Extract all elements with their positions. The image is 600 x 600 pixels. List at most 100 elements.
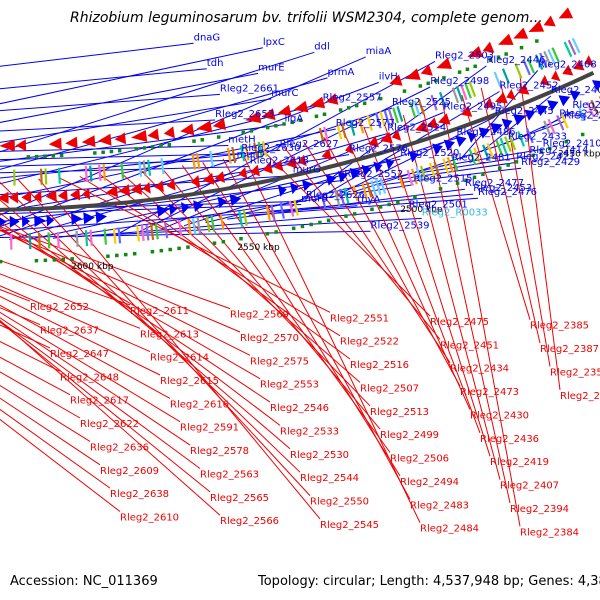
gene-label[interactable]: Rleg2_2516 <box>350 360 409 371</box>
gene-label[interactable]: ddl <box>314 41 329 52</box>
gene-label[interactable]: Rleg2_2575 <box>250 356 309 367</box>
gene-label[interactable]: ilvH <box>379 71 398 82</box>
gene-label[interactable]: Rleg2_2524 <box>387 123 446 134</box>
gene-label[interactable]: Rleg2_2546 <box>270 403 329 414</box>
gene-label[interactable]: Rleg2_2483 <box>410 500 469 511</box>
gene-label[interactable]: Rleg2_2533 <box>280 426 339 437</box>
gene-label[interactable]: Rleg2_2636 <box>90 442 149 453</box>
gene-label[interactable]: Rleg2_2352 <box>550 367 600 378</box>
gene-label[interactable]: Rleg2_2402 <box>551 85 600 96</box>
gene-label[interactable]: Rleg2_2515 <box>414 174 473 185</box>
gene-label[interactable]: Rleg2_2576 <box>349 144 408 155</box>
gene-label[interactable]: Rleg2_2451 <box>440 340 499 351</box>
gene-label[interactable]: Rleg2_2394 <box>510 504 569 515</box>
gene-label[interactable]: Rleg2_2353 <box>560 391 600 402</box>
gene-label[interactable]: murB <box>301 194 328 205</box>
gene-label[interactable]: Rleg2_2495 <box>443 102 502 113</box>
gene-label[interactable]: Rleg2_2630 <box>241 143 300 154</box>
gene-label[interactable]: Rleg2_2616 <box>170 399 229 410</box>
gene-label[interactable]: Rleg2_R0033 <box>422 207 488 218</box>
gene-label[interactable]: lpxC <box>263 37 285 48</box>
gene-label[interactable]: Rleg2_2501 <box>409 199 468 210</box>
gene-label[interactable]: miaA <box>366 46 392 57</box>
gene-label[interactable]: murD <box>237 149 265 160</box>
gene-label[interactable]: Rleg2_2452 <box>500 81 559 92</box>
gene-label[interactable]: Rleg2_2433 <box>508 132 567 143</box>
gene-label[interactable]: Rleg2_2407 <box>500 481 559 492</box>
gene-label[interactable]: dnaG <box>194 32 221 43</box>
gene-label[interactable]: Rleg2_2661 <box>220 83 279 94</box>
gene-label[interactable]: Rleg2_2613 <box>140 329 199 340</box>
gene-label[interactable]: Rleg2_2430 <box>470 411 529 422</box>
gene-label[interactable]: Rleg2_2566 <box>220 516 279 527</box>
gene-label[interactable]: Rleg2_2507 <box>360 383 419 394</box>
gene-label[interactable]: Rleg2_2637 <box>40 326 99 337</box>
gene-label[interactable]: Rleg2_2557 <box>323 93 382 104</box>
gene-label[interactable]: Rleg2_2387 <box>540 344 599 355</box>
gene-label[interactable]: Rleg2_2565 <box>210 493 269 504</box>
gene-label[interactable]: Rleg2_2609 <box>100 466 159 477</box>
gene-label[interactable]: Rleg2_2389 <box>572 100 600 111</box>
gene-label[interactable]: Rleg2_2569 <box>230 310 289 321</box>
gene-label[interactable]: Rleg2_2477 <box>465 178 524 189</box>
gene-label[interactable]: Rleg2_2476 <box>478 187 537 198</box>
gene-label[interactable]: Rleg2_2552 <box>344 169 403 180</box>
gene-label[interactable]: Rleg2_2610 <box>120 513 179 524</box>
gene-label[interactable]: Rleg2_2551 <box>330 313 389 324</box>
gene-label[interactable]: Rleg2_2414 <box>529 145 588 156</box>
gene-label[interactable]: Rleg2_2544 <box>300 473 359 484</box>
gene-label[interactable]: Rleg2_2506 <box>390 454 449 465</box>
gene-label[interactable]: murC <box>271 88 298 99</box>
gene-label[interactable]: Rleg2_2473 <box>460 387 519 398</box>
gene-label[interactable]: Rleg2_2499 <box>380 430 439 441</box>
gene-label[interactable]: Rleg2_2434 <box>450 364 509 375</box>
gene-label[interactable]: Rleg2_2445 <box>495 106 554 117</box>
gene-label[interactable]: Rleg2_2653 <box>215 109 274 120</box>
gene-label[interactable]: Rleg2_2475 <box>430 317 489 328</box>
gene-label[interactable]: Rleg2_2618 <box>250 156 309 167</box>
gene-label[interactable]: Rleg2_2453 <box>473 183 532 194</box>
gene-label[interactable]: Rleg2_2622 <box>80 419 139 430</box>
gene-label[interactable]: Rleg2_2553 <box>260 380 319 391</box>
gene-label[interactable]: Rleg2_2591 <box>180 423 239 434</box>
gene-label[interactable]: Rleg2_2390 <box>559 108 600 119</box>
gene-label[interactable]: Rleg2_2617 <box>70 396 129 407</box>
gene-label[interactable]: Rleg2_2577 <box>336 118 395 129</box>
gene-label[interactable]: metH <box>228 135 255 146</box>
gene-label[interactable]: Rleg2_2408 <box>538 60 597 71</box>
gene-label[interactable]: Rleg2_2429 <box>521 157 580 168</box>
gene-label[interactable]: thyA <box>357 195 380 206</box>
gene-label[interactable]: Rleg2_2530 <box>290 450 349 461</box>
gene-label[interactable]: Rleg2_2384 <box>520 527 579 538</box>
gene-label[interactable]: Rleg2_2396 <box>564 111 600 122</box>
gene-label[interactable]: ligA <box>285 114 304 125</box>
gene-label[interactable]: Rleg2_2550 <box>310 497 369 508</box>
gene-label[interactable]: Rleg2_2647 <box>50 349 109 360</box>
gene-label[interactable]: Rleg2_2652 <box>30 302 89 313</box>
gene-label[interactable]: Rleg2_2481 <box>452 153 511 164</box>
gene-label[interactable]: Rleg2_2627 <box>280 139 339 150</box>
gene-label[interactable]: Rleg2_2614 <box>150 353 209 364</box>
gene-label[interactable]: Rleg2_2436 <box>480 434 539 445</box>
gene-label[interactable]: murG <box>293 165 321 176</box>
gene-label[interactable]: Rleg2_2503 <box>435 50 494 61</box>
gene-label[interactable]: Rleg2_2648 <box>60 372 119 383</box>
gene-label[interactable]: Rleg2_2539 <box>371 220 430 231</box>
gene-label[interactable]: Rleg2_2522 <box>340 337 399 348</box>
gene-label[interactable]: Rleg2_2421 <box>516 151 575 162</box>
gene-label[interactable]: Rleg2_2520 <box>400 148 459 159</box>
gene-label[interactable]: Rleg2_2525 <box>392 97 451 108</box>
gene-label[interactable]: Rleg2_2419 <box>490 457 549 468</box>
gene-label[interactable]: Rleg2_2615 <box>160 376 219 387</box>
gene-label[interactable]: Rleg2_2513 <box>370 407 429 418</box>
gene-label[interactable]: Rleg2_2626 <box>306 190 365 201</box>
gene-label[interactable]: Rleg2_2484 <box>420 524 479 535</box>
gene-label[interactable]: Rleg2_2446 <box>486 55 545 66</box>
gene-label[interactable]: Rleg2_2410 <box>543 138 600 149</box>
gene-label[interactable]: tdh <box>207 58 224 69</box>
gene-label[interactable]: Rleg2_2570 <box>240 333 299 344</box>
gene-label[interactable]: prmA <box>328 67 355 78</box>
gene-label[interactable]: Rleg2_2563 <box>200 470 259 481</box>
gene-label[interactable]: Rleg2_2385 <box>530 321 589 332</box>
